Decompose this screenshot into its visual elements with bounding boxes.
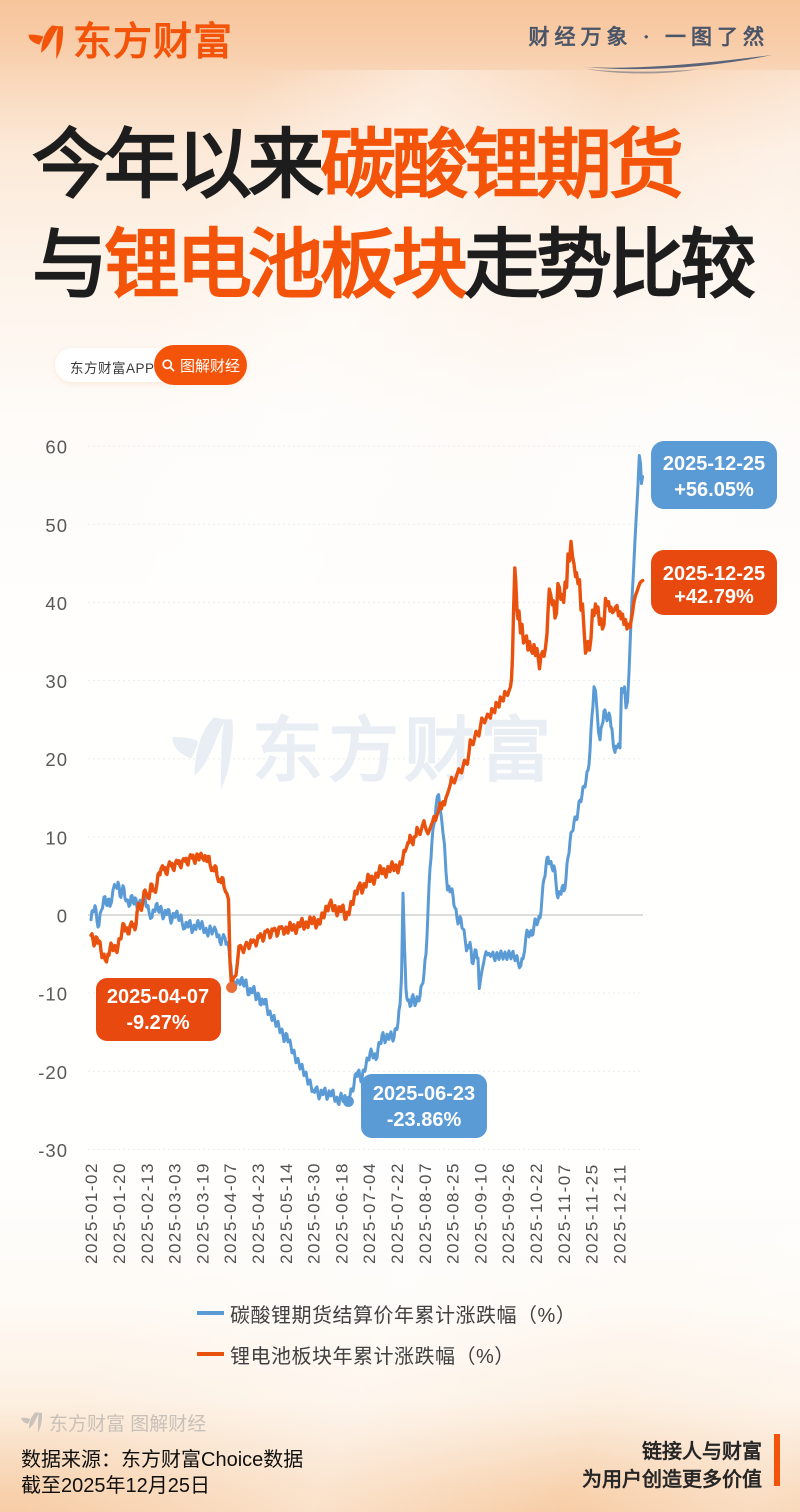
svg-text:0: 0: [57, 906, 68, 927]
svg-text:2025-08-07: 2025-08-07: [416, 1162, 435, 1264]
svg-text:+56.05%: +56.05%: [674, 479, 754, 501]
svg-text:30: 30: [45, 671, 68, 692]
svg-text:2025-09-26: 2025-09-26: [499, 1162, 518, 1264]
svg-text:2025-06-18: 2025-06-18: [332, 1162, 351, 1264]
svg-text:2025-11-07: 2025-11-07: [555, 1163, 574, 1264]
svg-text:40: 40: [45, 593, 68, 614]
svg-text:60: 60: [45, 437, 68, 458]
svg-text:2025-03-03: 2025-03-03: [166, 1162, 185, 1264]
svg-text:2025-02-13: 2025-02-13: [138, 1162, 157, 1264]
svg-text:2025-07-22: 2025-07-22: [388, 1162, 407, 1264]
svg-text:2025-01-02: 2025-01-02: [82, 1162, 101, 1264]
svg-text:2025-04-23: 2025-04-23: [249, 1162, 268, 1264]
svg-text:-10: -10: [38, 984, 68, 1005]
svg-text:20: 20: [45, 749, 68, 770]
svg-text:2025-01-20: 2025-01-20: [110, 1162, 129, 1264]
svg-text:2025-08-25: 2025-08-25: [444, 1162, 463, 1264]
svg-text:2025-06-23: 2025-06-23: [373, 1083, 475, 1105]
svg-text:-9.27%: -9.27%: [126, 1012, 190, 1034]
svg-text:10: 10: [45, 827, 68, 848]
svg-text:2025-05-14: 2025-05-14: [277, 1162, 296, 1264]
svg-text:-23.86%: -23.86%: [387, 1109, 462, 1131]
svg-text:2025-03-19: 2025-03-19: [193, 1162, 212, 1264]
svg-text:2025-10-22: 2025-10-22: [527, 1162, 546, 1264]
svg-text:-20: -20: [38, 1062, 68, 1083]
svg-text:2025-04-07: 2025-04-07: [221, 1162, 240, 1264]
svg-text:+42.79%: +42.79%: [674, 586, 754, 608]
svg-text:2025-11-25: 2025-11-25: [583, 1163, 602, 1264]
svg-text:2025-09-10: 2025-09-10: [471, 1162, 490, 1264]
svg-text:2025-12-25: 2025-12-25: [663, 563, 765, 585]
svg-text:2025-07-04: 2025-07-04: [360, 1162, 379, 1264]
svg-text:50: 50: [45, 515, 68, 536]
svg-text:2025-12-11: 2025-12-11: [610, 1163, 629, 1264]
svg-text:2025-05-30: 2025-05-30: [305, 1162, 324, 1264]
svg-text:2025-04-07: 2025-04-07: [107, 986, 209, 1008]
svg-text:-30: -30: [38, 1140, 68, 1161]
svg-text:东方财富: 东方财富: [252, 712, 556, 791]
svg-text:2025-12-25: 2025-12-25: [663, 453, 765, 475]
